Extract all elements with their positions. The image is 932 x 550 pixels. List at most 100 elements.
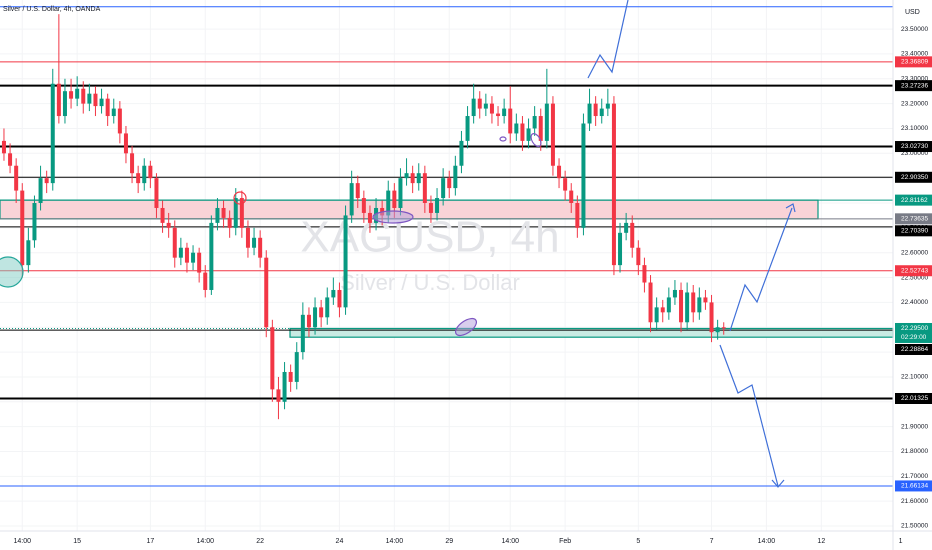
candle-body: [184, 247, 189, 263]
candle-body: [160, 207, 165, 223]
y-tick-label: 22.60000: [901, 249, 928, 256]
current-price-label: 02:29:00: [901, 334, 927, 341]
y-tick-label: 23.40000: [901, 51, 928, 58]
candle-body: [166, 222, 171, 228]
candle-body: [313, 307, 318, 328]
y-tick-label: 21.70000: [901, 473, 928, 480]
candle-body: [44, 178, 49, 184]
y-tick-label: 23.10000: [901, 125, 928, 132]
x-tick-label: 14:00: [13, 538, 31, 545]
current-price-label-bg: [895, 322, 932, 343]
candle-body: [361, 198, 366, 213]
candle-body: [459, 140, 464, 166]
y-tick-label: 21.90000: [901, 423, 928, 430]
candle-body: [197, 252, 202, 273]
candle-body: [697, 297, 702, 313]
x-tick-label: 12: [817, 538, 825, 545]
candle-body: [721, 327, 726, 329]
level-label-bg: [895, 171, 932, 183]
x-tick-label: 22: [256, 538, 264, 545]
current-price-label: 22.29500: [901, 325, 928, 332]
candle-body: [575, 203, 580, 228]
candle-body: [532, 116, 537, 129]
candle-body: [386, 190, 391, 216]
candle-body: [441, 178, 446, 199]
candle-body: [648, 282, 653, 323]
candle-body: [111, 108, 116, 117]
watermark-subtitle: Silver / U.S. Dollar: [340, 270, 520, 295]
candle-body: [410, 173, 415, 184]
candle-body: [227, 217, 232, 228]
candle-body: [715, 327, 720, 333]
x-tick-label: 1: [899, 538, 903, 545]
candle-body: [258, 237, 263, 258]
candle-body: [288, 371, 293, 382]
candle-body: [300, 314, 305, 353]
candle-body: [87, 93, 92, 104]
candle-body: [691, 292, 696, 313]
x-tick-label: 24: [336, 538, 344, 545]
y-tick-label: 23.30000: [901, 75, 928, 82]
candle-body: [154, 178, 159, 208]
y-tick-label: 23.50000: [901, 26, 928, 33]
x-tick-label: 14:00: [196, 538, 214, 545]
y-tick-label: 23.20000: [901, 100, 928, 107]
y-tick-label: 22.10000: [901, 374, 928, 381]
candle-body: [569, 190, 574, 204]
circle-marker: [0, 256, 24, 288]
candle-body: [264, 257, 269, 328]
x-tick-label: Feb: [559, 538, 571, 545]
candle-body: [178, 247, 183, 258]
candle-body: [557, 165, 562, 179]
candle-body: [50, 83, 55, 184]
candle-body: [605, 103, 610, 109]
y-tick-label: 22.40000: [901, 299, 928, 306]
candle-body: [514, 123, 519, 134]
candle-body: [422, 173, 427, 204]
candle-body: [654, 307, 659, 323]
level-label: 22.01325: [901, 395, 928, 402]
candle-body: [32, 203, 37, 241]
candle-body: [508, 108, 513, 134]
candle-body: [276, 389, 281, 402]
candle-body: [398, 178, 403, 208]
candle-body: [20, 190, 25, 266]
candle-body: [435, 198, 440, 213]
candle-body: [136, 173, 141, 184]
candle-body: [496, 113, 501, 117]
candle-body: [599, 108, 604, 117]
level-label: 22.90350: [901, 174, 928, 181]
candle-body: [630, 222, 635, 248]
candle-body: [245, 227, 250, 248]
candle-body: [703, 297, 708, 303]
candle-body: [172, 227, 177, 258]
x-tick-label: 14:00: [386, 538, 404, 545]
candle-body: [105, 98, 110, 117]
candle-body: [252, 237, 257, 248]
candle-body: [666, 297, 671, 313]
candle-body: [447, 178, 452, 189]
level-label-bg: [895, 225, 932, 237]
candle-body: [209, 222, 214, 290]
candle-body: [191, 252, 196, 263]
candle-body: [636, 247, 641, 266]
x-tick-label: 15: [73, 538, 81, 545]
candle-body: [465, 116, 470, 141]
candle-body: [624, 222, 629, 233]
candle-body: [56, 83, 61, 117]
level-label: 23.02730: [901, 143, 928, 150]
chart-title: Silver / U.S. Dollar, 4h, OANDA: [3, 6, 101, 13]
level-label-bg: [895, 141, 932, 153]
candle-body: [416, 173, 421, 184]
candle-body: [587, 103, 592, 124]
candle-body: [392, 190, 397, 208]
y-tick-label: 23.00000: [901, 150, 928, 157]
candle-body: [709, 302, 714, 333]
candle-body: [62, 91, 67, 117]
candle-body: [221, 207, 226, 218]
candle-body: [367, 212, 372, 223]
candle-body: [26, 240, 31, 266]
level-label: 21.66134: [901, 483, 928, 490]
candle-body: [215, 207, 220, 223]
ellipse-marker: [530, 133, 542, 147]
